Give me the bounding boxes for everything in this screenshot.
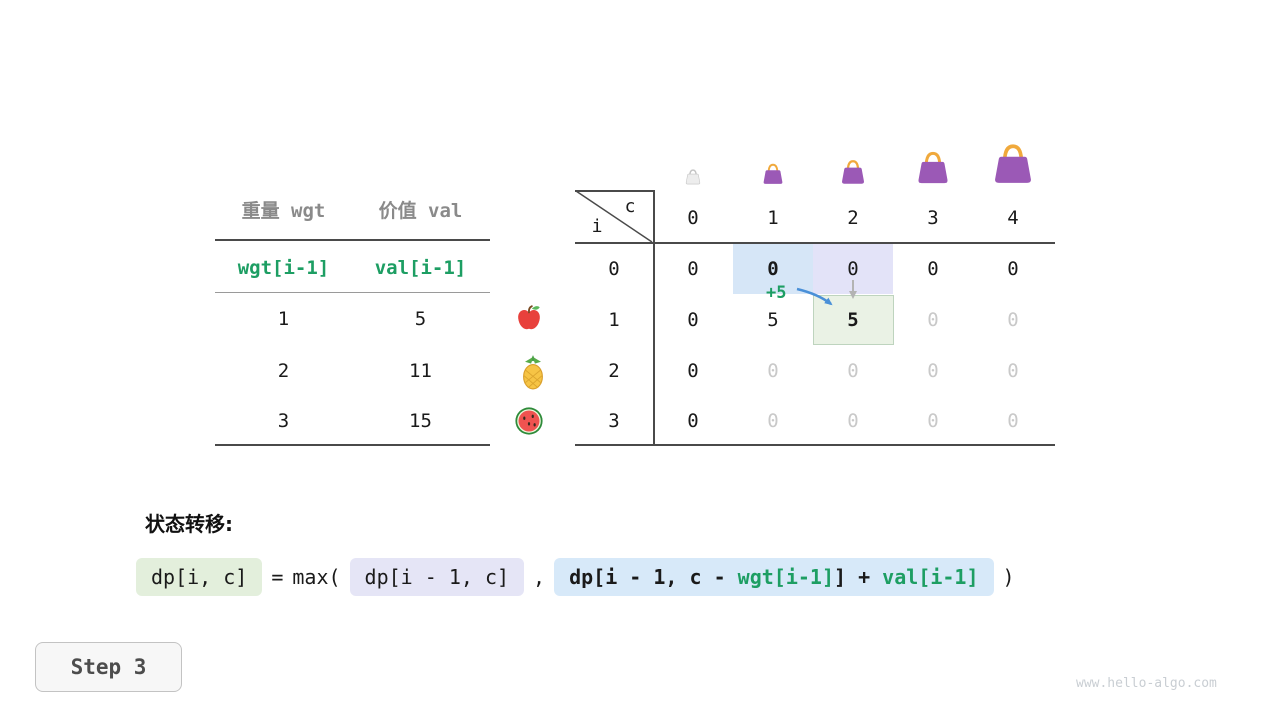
pineapple-icon <box>523 355 543 390</box>
item-wgt-2: 2 <box>277 360 290 382</box>
dp-col-header-1: 1 <box>767 207 779 229</box>
dp-cell-2-2: 0 <box>847 360 859 382</box>
dp-index-column-rule <box>653 190 655 446</box>
keep-option-term: dp[i - 1, c] <box>349 558 525 596</box>
take-term-part3: ] + <box>834 565 883 589</box>
dp-corner-row-label: i <box>591 216 603 237</box>
take-term-part1: dp[i - 1, c - <box>569 565 738 589</box>
dp-corner-col-label: c <box>624 196 636 217</box>
take-term-val: val[i-1] <box>882 565 979 589</box>
dp-cell-0-0: 0 <box>687 258 699 280</box>
item-table-top-rule <box>215 239 490 241</box>
item-wgt-1: 1 <box>277 308 290 330</box>
dp-cell-2-3: 0 <box>927 360 939 382</box>
watermark: www.hello-algo.com <box>1076 676 1217 691</box>
take-option-term: dp[i - 1, c - wgt[i-1]] + val[i-1] <box>554 558 994 596</box>
dp-cell-0-4: 0 <box>1007 258 1019 280</box>
state-transition-formula: dp[i, c] = max( dp[i - 1, c] , dp[i - 1,… <box>136 558 1015 596</box>
transition-gain-label: +5 <box>766 283 787 303</box>
highlight-current-cell <box>813 295 894 345</box>
dp-cell-1-3: 0 <box>927 309 939 331</box>
dp-current-term: dp[i, c] <box>136 558 263 596</box>
take-term-wgt: wgt[i-1] <box>737 565 834 589</box>
highlight-source-keep-cell <box>733 244 813 294</box>
dp-header-rule <box>575 242 1055 244</box>
dp-col-header-3: 3 <box>927 207 939 229</box>
dp-row-header-2: 2 <box>608 360 620 382</box>
item-table-header-weight: 重量 wgt <box>241 200 326 222</box>
dp-cell-3-3: 0 <box>927 410 939 432</box>
bag-icon-c4 <box>995 144 1031 183</box>
dp-cell-3-1: 0 <box>767 410 779 432</box>
dp-cell-1-4: 0 <box>1007 309 1019 331</box>
item-table-var-val: val[i-1] <box>374 257 467 279</box>
dp-col-header-0: 0 <box>687 207 699 229</box>
dp-row-header-0: 0 <box>608 258 620 280</box>
dp-cell-3-2: 0 <box>847 410 859 432</box>
item-table-bottom-rule <box>215 444 490 446</box>
dp-cell-3-0: 0 <box>687 410 699 432</box>
dp-cell-2-1: 0 <box>767 360 779 382</box>
comma: , <box>533 565 546 589</box>
item-val-1: 5 <box>414 308 427 330</box>
dp-cell-1-2: 5 <box>847 309 859 331</box>
item-table-mid-rule <box>215 292 490 293</box>
close-paren: ) <box>1002 565 1015 589</box>
item-table-var-wgt: wgt[i-1] <box>237 257 330 279</box>
bag-icon-c2 <box>841 160 865 184</box>
dp-cell-0-3: 0 <box>927 258 939 280</box>
bag-icon-c0 <box>685 169 701 185</box>
watermelon-icon <box>515 407 543 435</box>
item-val-3: 15 <box>409 410 432 432</box>
item-wgt-3: 3 <box>277 410 290 432</box>
dp-cell-0-1: 0 <box>767 258 779 280</box>
apple-icon <box>518 305 540 330</box>
dp-row-header-1: 1 <box>608 309 620 331</box>
bag-icon-c1 <box>763 163 783 184</box>
dp-row-header-3: 3 <box>608 410 620 432</box>
dp-cell-3-4: 0 <box>1007 410 1019 432</box>
dp-col-header-2: 2 <box>847 207 859 229</box>
dp-col-header-4: 4 <box>1007 207 1019 229</box>
max-open: max( <box>292 565 341 589</box>
step-badge: Step 3 <box>35 642 182 692</box>
dp-bottom-rule <box>575 444 1055 446</box>
equals-sign: = <box>271 565 284 589</box>
dp-cell-2-4: 0 <box>1007 360 1019 382</box>
dp-cell-1-0: 0 <box>687 309 699 331</box>
item-val-2: 11 <box>409 360 432 382</box>
bag-icon-c3 <box>918 151 948 184</box>
dp-cell-1-1: 5 <box>767 309 779 331</box>
dp-cell-2-0: 0 <box>687 360 699 382</box>
item-table-header-value: 价值 val <box>378 200 463 222</box>
dp-cell-0-2: 0 <box>847 258 859 280</box>
state-transition-title: 状态转移: <box>145 512 233 536</box>
